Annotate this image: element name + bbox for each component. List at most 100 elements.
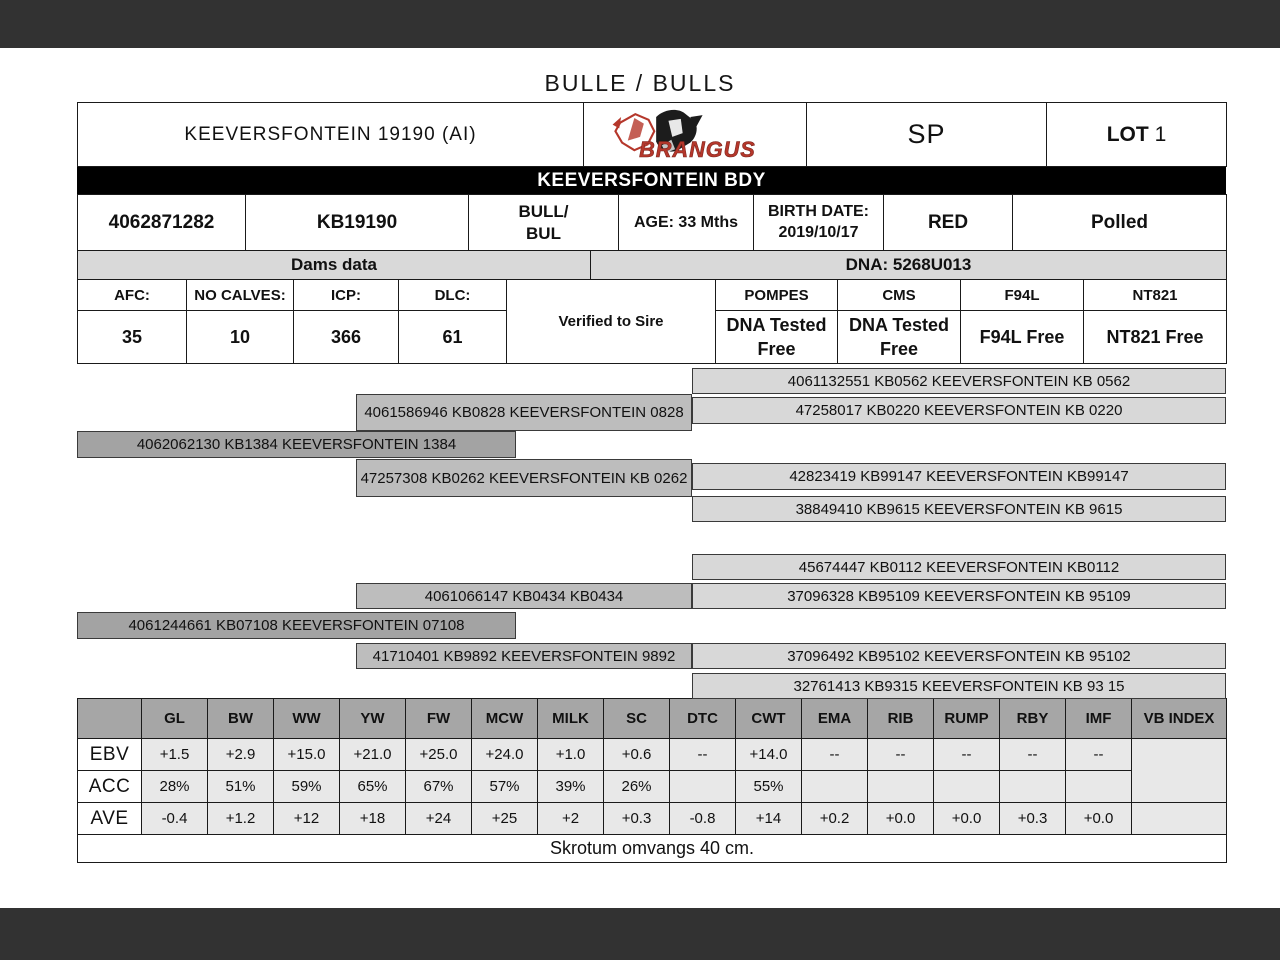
ebv-value-cell: +1.5 — [141, 738, 208, 771]
ebv-value-cell: +14.0 — [735, 738, 802, 771]
acc-value-cell: 39% — [537, 770, 604, 803]
brangus-logo-cell: BRANGUS — [583, 102, 807, 167]
icp-value: 366 — [293, 310, 399, 364]
pedigree-box-sire-sire-sire: 4061132551 KB0562 KEEVERSFONTEIN KB 0562 — [692, 368, 1226, 394]
ebv-value-cell: +24.0 — [471, 738, 538, 771]
cms-label: CMS — [837, 279, 961, 311]
ebv-value-cell: -- — [669, 738, 736, 771]
ebv-col-header-bw: BW — [207, 698, 274, 739]
dams-data-header: Dams data — [77, 250, 591, 280]
acc-value-cell: 65% — [339, 770, 406, 803]
ebv-value-cell: -- — [933, 738, 1000, 771]
f94l-result: F94L Free — [960, 310, 1084, 364]
afc-value: 35 — [77, 310, 187, 364]
no-calves-value: 10 — [186, 310, 294, 364]
svg-text:BRANGUS: BRANGUS — [639, 136, 756, 161]
icp-label: ICP: — [293, 279, 399, 311]
birth-date-value: 2019/10/17 — [778, 223, 859, 241]
ebv-value-cell: +1.0 — [537, 738, 604, 771]
acc-row-label: ACC — [77, 770, 142, 803]
ave-value-cell: +12 — [273, 802, 340, 835]
ave-value-cell: -0.8 — [669, 802, 736, 835]
afc-label: AFC: — [77, 279, 187, 311]
dna-header: DNA: 5268U013 — [590, 250, 1227, 280]
pedigree-box-sire-dam: 47257308 KB0262 KEEVERSFONTEIN KB 0262 — [356, 459, 692, 497]
pedigree-box-sire-sire: 4061586946 KB0828 KEEVERSFONTEIN 0828 — [356, 394, 692, 431]
f94l-label: F94L — [960, 279, 1084, 311]
ebv-col-header-rby: RBY — [999, 698, 1066, 739]
header-table: KEEVERSFONTEIN 19190 (AI) BRANGUS — [77, 102, 1227, 167]
ebv-col-header-cwt: CWT — [735, 698, 802, 739]
ebv-col-header-ww: WW — [273, 698, 340, 739]
animal-name-cell: KEEVERSFONTEIN 19190 (AI) — [77, 102, 584, 167]
ebv-value-cell: -- — [999, 738, 1066, 771]
ebv-value-cell: -- — [801, 738, 868, 771]
acc-value-cell — [1065, 770, 1132, 803]
ebv-row-label: EBV — [77, 738, 142, 771]
brangus-logo: BRANGUS — [586, 104, 804, 166]
sex-cell: BULL/ BUL — [468, 194, 619, 251]
ave-value-cell: +0.0 — [867, 802, 934, 835]
ave-value-cell: +24 — [405, 802, 472, 835]
top-bar — [0, 0, 1280, 48]
section-header-table: Dams data DNA: 5268U013 — [77, 250, 1227, 280]
page-title: BULLE / BULLS — [544, 70, 736, 96]
ave-value-cell: +0.3 — [999, 802, 1066, 835]
pompes-label: POMPES — [715, 279, 838, 311]
lot-label: LOT — [1106, 122, 1149, 146]
ebv-col-header-fw: FW — [405, 698, 472, 739]
pedigree-box-dam-dam: 41710401 KB9892 KEEVERSFONTEIN 9892 — [356, 643, 692, 669]
catalog-sheet: KEEVERSFONTEIN 19190 (AI) BRANGUS — [77, 102, 1227, 863]
ave-value-cell: +0.3 — [603, 802, 670, 835]
ebv-value-cell: -- — [1065, 738, 1132, 771]
pedigree-tree: 4061132551 KB0562 KEEVERSFONTEIN KB 0562… — [77, 364, 1226, 699]
registration-cell: 4062871282 — [77, 194, 246, 251]
ebv-col-header-yw: YW — [339, 698, 406, 739]
polled-cell: Polled — [1012, 194, 1227, 251]
pedigree-box-dam-sire: 4061066147 KB0434 KB0434 — [356, 583, 692, 609]
vb-index-value-cell — [1131, 738, 1227, 803]
pedigree-box-sire-dam-sire: 42823419 KB99147 KEEVERSFONTEIN KB99147 — [692, 463, 1226, 490]
pedigree-box-dam-sire-sire: 45674447 KB0112 KEEVERSFONTEIN KB0112 — [692, 554, 1226, 580]
ave-value-cell: +0.0 — [933, 802, 1000, 835]
ebv-col-header-imf: IMF — [1065, 698, 1132, 739]
dlc-label: DLC: — [398, 279, 507, 311]
lot-cell: LOT 1 — [1046, 102, 1227, 167]
ebv-value-cell: +15.0 — [273, 738, 340, 771]
ebv-col-header-sc: SC — [603, 698, 670, 739]
acc-value-cell: 55% — [735, 770, 802, 803]
remark-cell: Skrotum omvangs 40 cm. — [77, 834, 1227, 863]
sp-cell: SP — [806, 102, 1047, 167]
ebv-col-header-mcw: MCW — [471, 698, 538, 739]
verified-to-sire-cell: Verified to Sire — [506, 279, 716, 364]
ebv-value-cell: -- — [867, 738, 934, 771]
pompes-result: DNA Tested Free — [715, 310, 838, 364]
pedigree-box-dam: 4061244661 KB07108 KEEVERSFONTEIN 07108 — [77, 612, 516, 639]
ebv-col-header-vb-index: VB INDEX — [1131, 698, 1227, 739]
ebv-col-header-gl: GL — [141, 698, 208, 739]
dlc-value: 61 — [398, 310, 507, 364]
ebv-col-header-ema: EMA — [801, 698, 868, 739]
identity-table: 4062871282 KB19190 BULL/ BUL AGE: 33 Mth… — [77, 194, 1227, 251]
ebv-col-header-rib: RIB — [867, 698, 934, 739]
acc-value-cell: 59% — [273, 770, 340, 803]
ebv-col-header-dtc: DTC — [669, 698, 736, 739]
pedigree-box-dam-sire-dam: 37096328 KB95109 KEEVERSFONTEIN KB 95109 — [692, 583, 1226, 609]
cms-result: DNA Tested Free — [837, 310, 961, 364]
acc-value-cell: 28% — [141, 770, 208, 803]
ave-value-cell: +25 — [471, 802, 538, 835]
birth-date-cell: BIRTH DATE: 2019/10/17 — [753, 194, 884, 251]
ebv-value-cell: +25.0 — [405, 738, 472, 771]
pedigree-box-dam-dam-sire: 37096492 KB95102 KEEVERSFONTEIN KB 95102 — [692, 643, 1226, 669]
acc-value-cell: 67% — [405, 770, 472, 803]
ave-value-cell: +18 — [339, 802, 406, 835]
pedigree-box-sire-dam-dam: 38849410 KB9615 KEEVERSFONTEIN KB 9615 — [692, 496, 1226, 522]
brangus-bull-icon: BRANGUS — [612, 109, 756, 162]
pedigree-box-dam-dam-dam: 32761413 KB9315 KEEVERSFONTEIN KB 93 15 — [692, 673, 1226, 699]
herd-banner: KEEVERSFONTEIN BDY — [77, 167, 1226, 195]
ave-value-cell: +2 — [537, 802, 604, 835]
pedigree-box-sire: 4062062130 KB1384 KEEVERSFONTEIN 1384 — [77, 431, 516, 458]
ebv-table: GL BW WW YW FW MCW MILK SC DTC CWT EMA R… — [77, 698, 1227, 863]
colour-cell: RED — [883, 194, 1013, 251]
ebv-value-cell: +0.6 — [603, 738, 670, 771]
